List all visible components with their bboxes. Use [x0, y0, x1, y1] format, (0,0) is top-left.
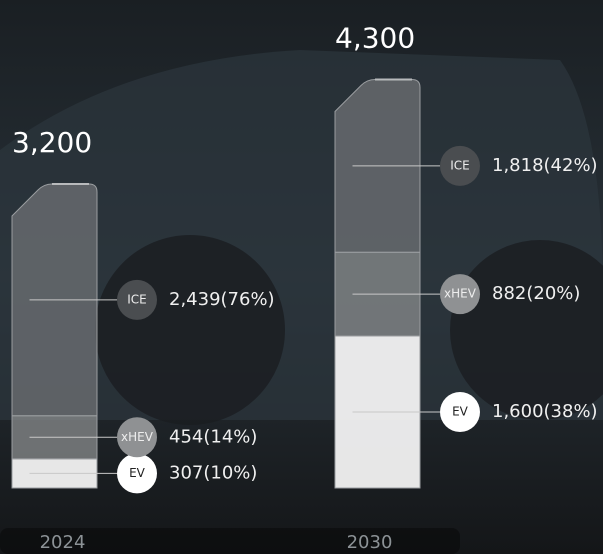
- total-label: 4,300: [335, 22, 415, 55]
- value-label: 1,818(42%): [492, 155, 598, 176]
- total-label: 3,200: [12, 126, 92, 159]
- legend-circle: [117, 417, 157, 458]
- legend-circle: [440, 274, 480, 315]
- value-label: 2,439(76%): [169, 289, 275, 310]
- value-label: 1,600(38%): [492, 401, 598, 422]
- legend-label: ICE: [127, 292, 147, 306]
- value-label: 882(20%): [492, 283, 580, 304]
- year-strip: [0, 528, 460, 554]
- wheel: [95, 235, 285, 425]
- legend-label: xHEV: [121, 430, 154, 444]
- value-label: 307(10%): [169, 462, 257, 483]
- legend-label: EV: [452, 405, 469, 419]
- legend-circle: [117, 453, 157, 494]
- legend-label: ICE: [450, 158, 470, 172]
- legend-circle: [440, 392, 480, 432]
- legend-circle: [440, 145, 480, 186]
- x-tick-label: 2024: [40, 532, 86, 553]
- value-label: 454(14%): [169, 426, 257, 447]
- legend-label: xHEV: [444, 287, 477, 301]
- x-tick-label: 2030: [347, 532, 393, 553]
- legend-circle: [117, 279, 157, 320]
- wheel: [450, 240, 603, 420]
- legend-label: EV: [129, 466, 146, 480]
